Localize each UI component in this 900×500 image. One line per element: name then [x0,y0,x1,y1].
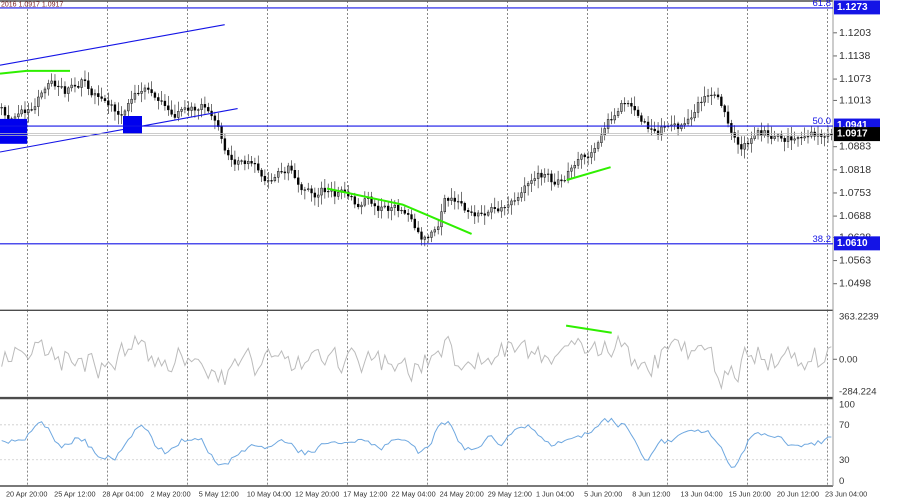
svg-text:100: 100 [839,400,855,411]
svg-text:24 May 20:00: 24 May 20:00 [440,490,484,499]
svg-text:1.1013: 1.1013 [839,94,871,106]
svg-text:1.1273: 1.1273 [837,2,868,13]
svg-text:15 Jun 20:00: 15 Jun 20:00 [729,490,771,499]
svg-text:17 May 12:00: 17 May 12:00 [343,490,387,499]
svg-text:38.2: 38.2 [813,234,832,245]
svg-text:1.1073: 1.1073 [839,73,871,85]
svg-text:1.0917: 1.0917 [837,129,868,140]
svg-text:22 May 04:00: 22 May 04:00 [391,490,435,499]
svg-text:10 May 04:00: 10 May 04:00 [247,490,291,499]
svg-text:1.1138: 1.1138 [839,50,870,62]
svg-text:1.0610: 1.0610 [837,238,868,249]
svg-text:25 Apr 12:00: 25 Apr 12:00 [54,490,95,499]
svg-text:-284.224: -284.224 [839,387,877,398]
svg-text:1.0883: 1.0883 [839,141,871,153]
svg-text:13 Jun 04:00: 13 Jun 04:00 [680,490,722,499]
svg-text:1 Jun 04:00: 1 Jun 04:00 [536,490,574,499]
svg-text:1.0753: 1.0753 [839,187,871,199]
svg-text:20 Jun 12:00: 20 Jun 12:00 [777,490,819,499]
svg-text:1.0818: 1.0818 [839,164,871,176]
svg-text:0: 0 [839,476,844,487]
svg-text:363.2239: 363.2239 [839,311,879,322]
svg-text:12 May 20:00: 12 May 20:00 [295,490,339,499]
svg-text:2 May 20:00: 2 May 20:00 [151,490,191,499]
svg-text:28 Apr 04:00: 28 Apr 04:00 [102,490,143,499]
svg-text:5 May 12:00: 5 May 12:00 [199,490,239,499]
svg-text:29 May 12:00: 29 May 12:00 [488,490,532,499]
svg-text:70: 70 [839,420,850,431]
svg-text:30: 30 [839,455,850,466]
svg-text:8 Jun 12:00: 8 Jun 12:00 [632,490,670,499]
svg-text:1.0563: 1.0563 [839,255,871,267]
svg-text:20 Apr 20:00: 20 Apr 20:00 [6,490,47,499]
svg-text:0.00: 0.00 [839,354,858,365]
svg-text:5 Jun 20:00: 5 Jun 20:00 [584,490,622,499]
svg-text:1.1203: 1.1203 [839,27,871,39]
svg-text:61.8: 61.8 [813,0,832,9]
svg-text:1.0498: 1.0498 [839,278,871,290]
svg-text:50.0: 50.0 [813,116,832,127]
svg-text:23 Jun 04:00: 23 Jun 04:00 [825,490,867,499]
svg-text:1.0688: 1.0688 [839,210,871,222]
